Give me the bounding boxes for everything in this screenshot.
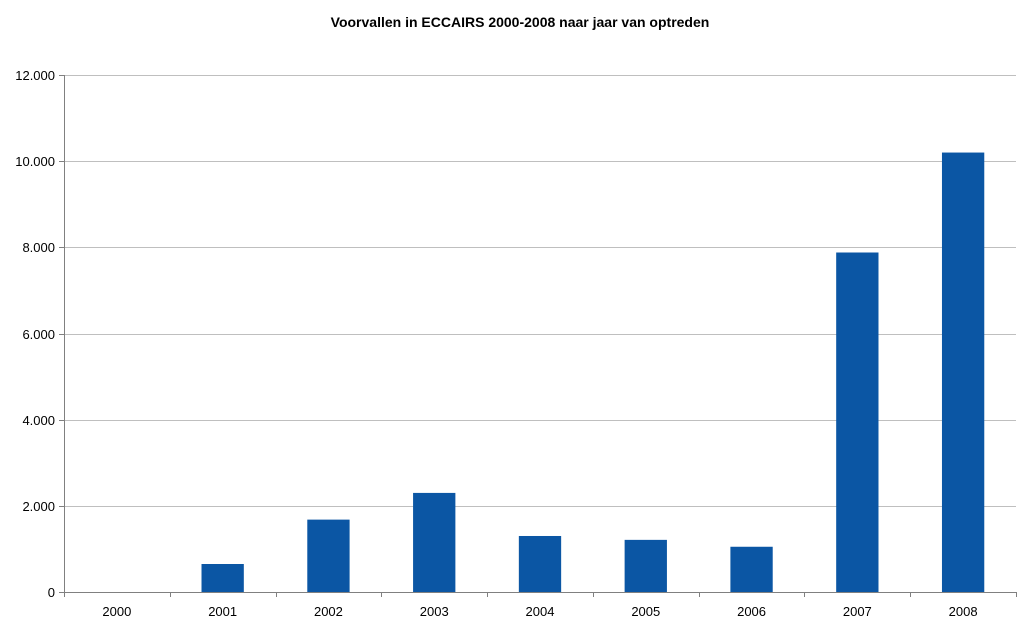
bar-2004 <box>518 535 562 592</box>
x-tick-label: 2004 <box>526 604 555 617</box>
y-tick-label: 6.000 <box>22 327 55 342</box>
bars <box>201 152 985 593</box>
y-tick-label: 2.000 <box>22 499 55 514</box>
y-axis-tick-labels: 0 2.000 4.000 6.000 8.000 10.000 12.000 <box>15 68 55 600</box>
bar-2001 <box>201 564 244 592</box>
axes <box>59 75 1017 597</box>
y-tick-label: 4.000 <box>22 413 55 428</box>
bar-2003 <box>413 492 456 592</box>
x-tick-label: 2000 <box>102 604 131 617</box>
bar-2008 <box>941 152 985 593</box>
y-tick-label: 0 <box>48 585 55 600</box>
x-tick-label: 2007 <box>843 604 872 617</box>
x-tick-label: 2005 <box>631 604 660 617</box>
x-tick-label: 2006 <box>737 604 766 617</box>
y-tick-label: 10.000 <box>15 154 55 169</box>
x-tick-label: 2002 <box>314 604 343 617</box>
x-axis-tick-labels: 2000 2001 2002 2003 2004 2005 2006 2007 2008 <box>102 604 977 617</box>
bar-2006 <box>730 546 773 592</box>
chart-title: Voorvallen in ECCAIRS 2000-2008 naar jaa… <box>331 14 710 30</box>
x-tick-label: 2003 <box>420 604 449 617</box>
bar-2005 <box>624 539 667 592</box>
bar-2002 <box>307 519 350 592</box>
x-tick-label: 2001 <box>208 604 237 617</box>
y-tick-label: 12.000 <box>15 68 55 83</box>
y-tick-label: 8.000 <box>22 240 55 255</box>
x-tick-label: 2008 <box>949 604 978 617</box>
bar-2007 <box>836 252 879 592</box>
